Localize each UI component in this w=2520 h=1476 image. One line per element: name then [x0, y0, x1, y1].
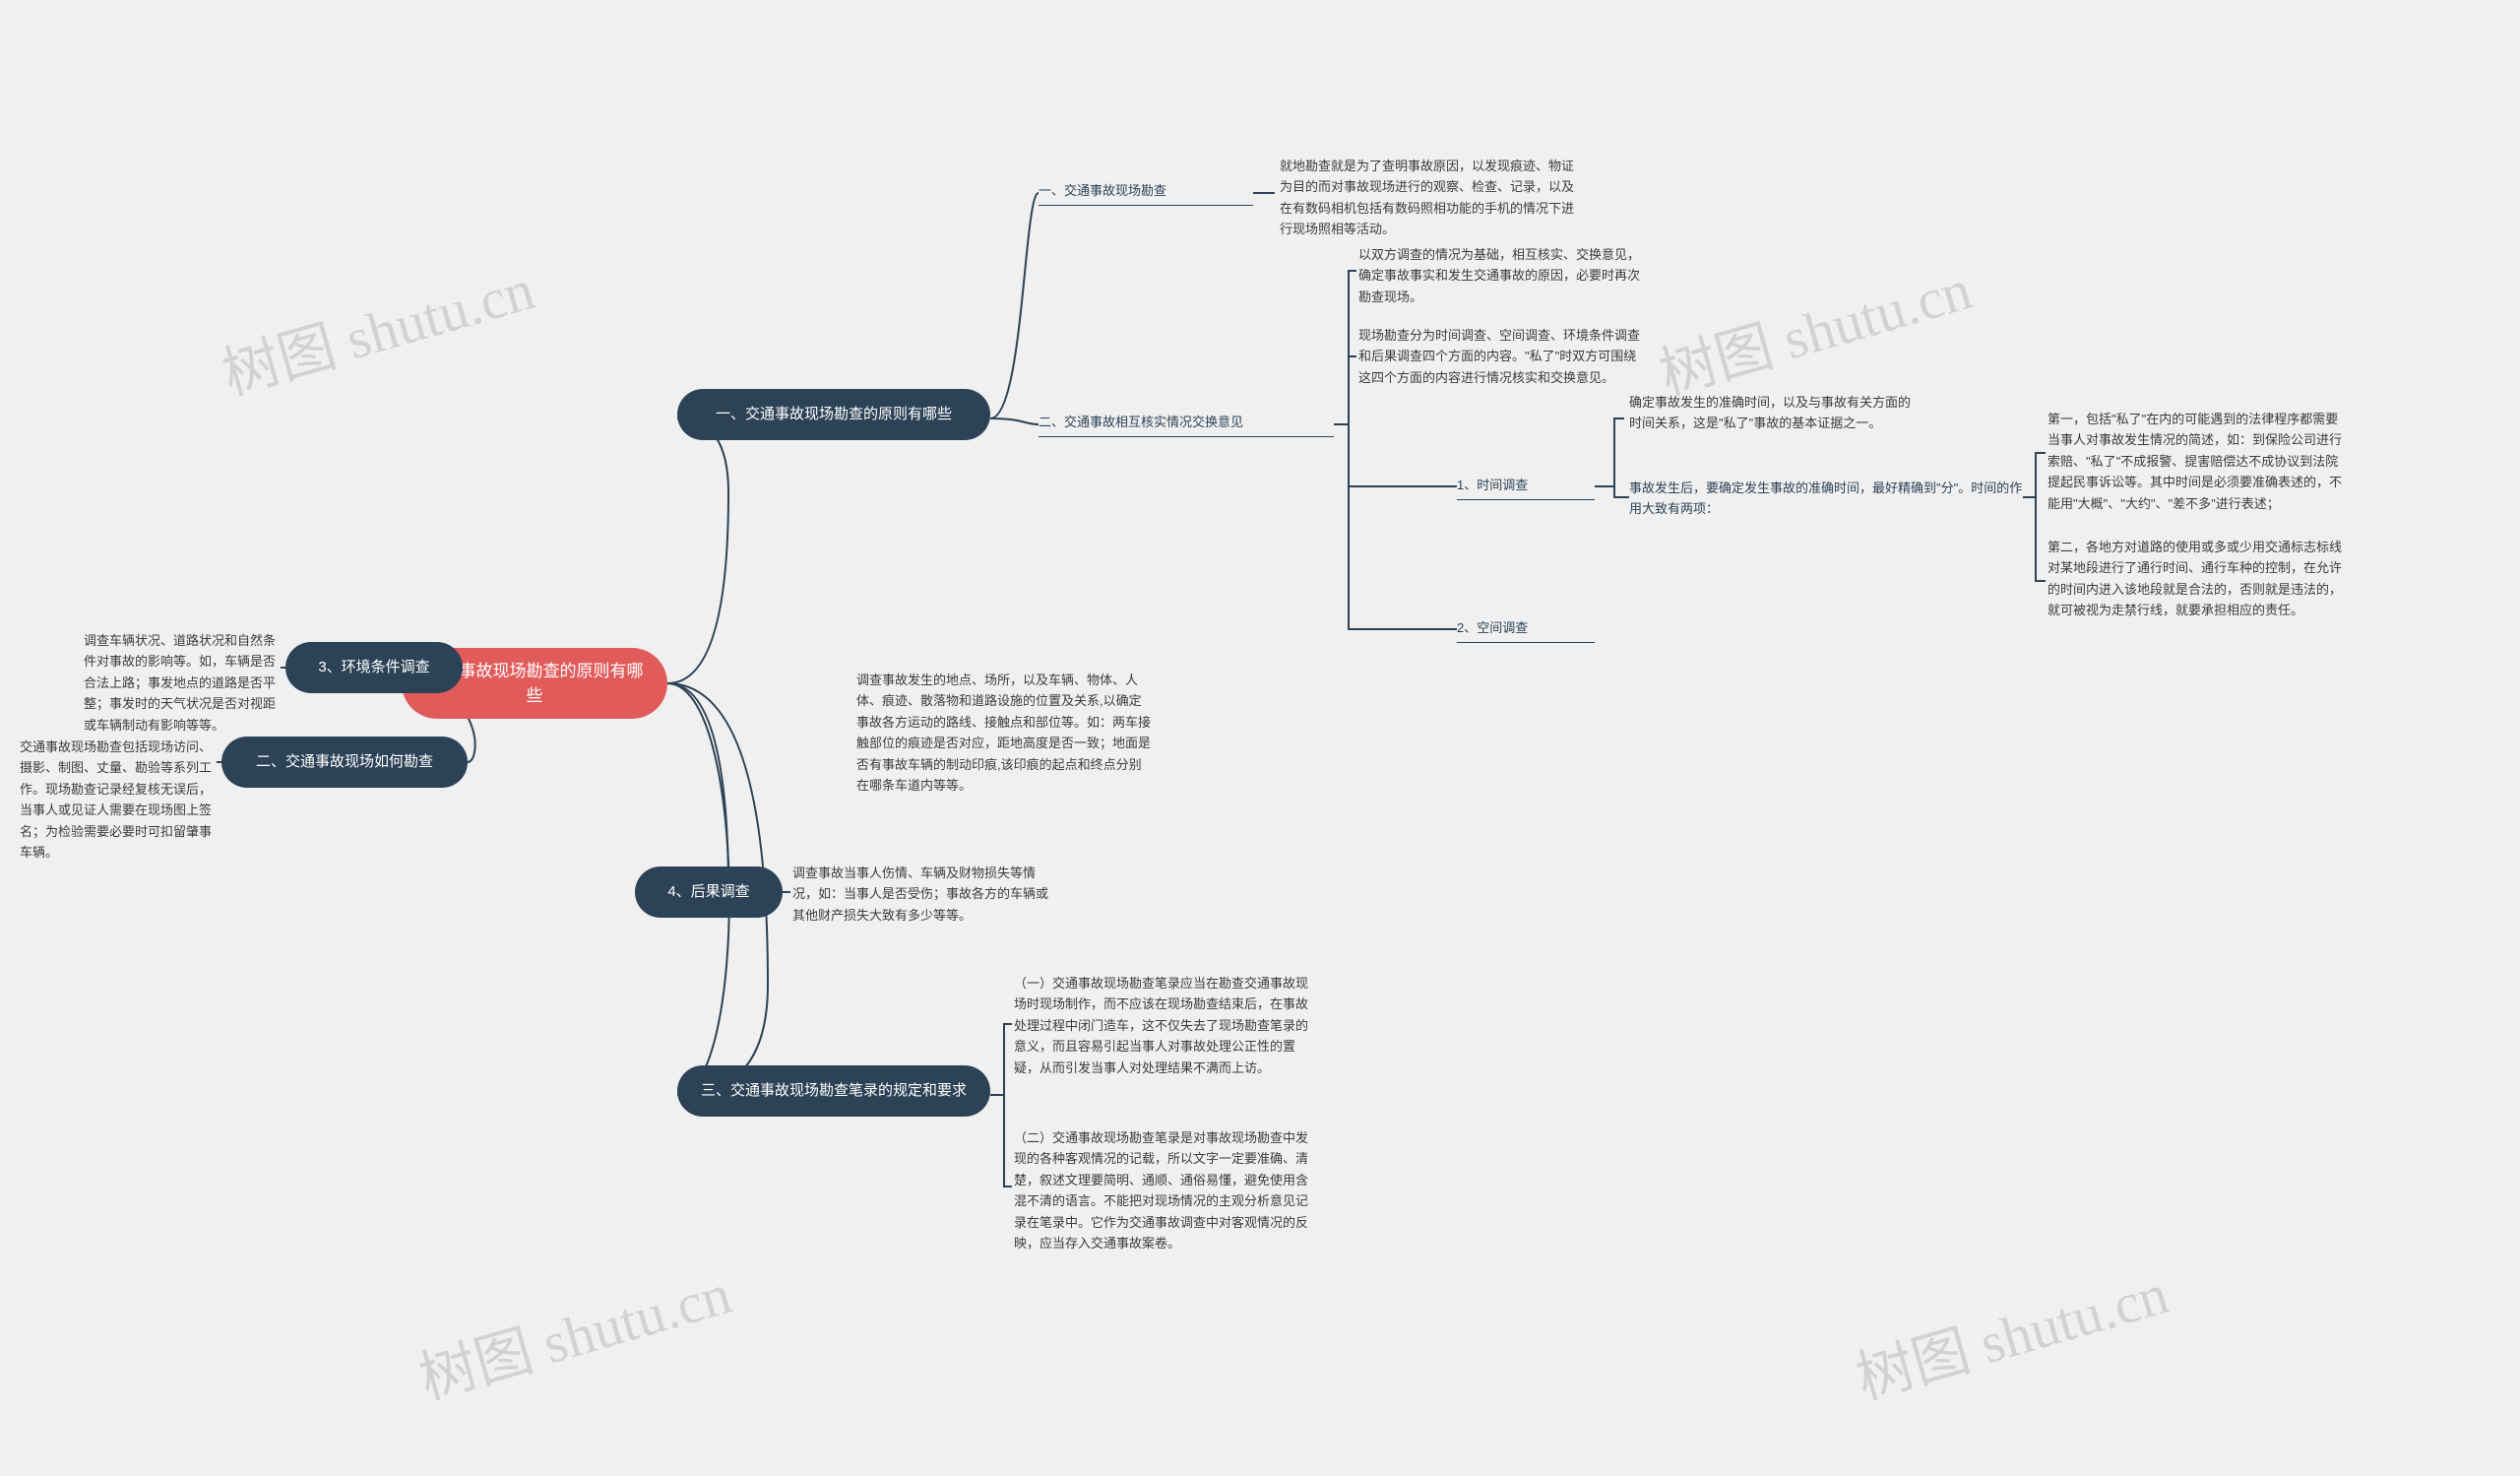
leaf-c4: 调查事故发生的地点、场所，以及车辆、物体、人体、痕迹、散落物和道路设施的位置及关…: [856, 670, 1152, 797]
leaf-c1: 就地勘查就是为了查明事故原因，以发现痕迹、物证为目的而对事故现场进行的观察、检查…: [1280, 156, 1575, 240]
branch-1: 一、交通事故现场勘查的原则有哪些: [677, 389, 990, 440]
sub-c2-label: 二、交通事故相互核实情况交换意见: [1039, 415, 1243, 429]
sub-c1: 一、交通事故现场勘查: [1039, 180, 1253, 206]
branch-consequence: 4、后果调查: [635, 866, 783, 918]
watermark-text: 树图 shutu.cn: [1850, 1261, 2175, 1411]
branch-3-label: 3、环境条件调查: [318, 657, 429, 679]
leaf-b5b: （二）交通事故现场勘查笔录是对事故现场勘查中发现的各种客观情况的记载，所以文字一…: [1014, 1127, 1309, 1254]
leaf-c3a-text: 确定事故发生的准确时间，以及与事故有关方面的时间关系，这是"私了"事故的基本证据…: [1629, 395, 1911, 430]
leaf-b4: 调查事故当事人伤情、车辆及财物损失等情况，如：当事人是否受伤；事故各方的车辆或其…: [792, 863, 1048, 926]
leaf-b4-text: 调查事故当事人伤情、车辆及财物损失等情况，如：当事人是否受伤；事故各方的车辆或其…: [792, 866, 1048, 923]
sub-c2: 二、交通事故相互核实情况交换意见: [1039, 412, 1334, 437]
branch-2-label: 二、交通事故现场如何勘查: [256, 751, 433, 774]
leaf-b5a: （一）交通事故现场勘查笔录应当在勘查交通事故现场时现场制作，而不应该在现场勘查结…: [1014, 973, 1309, 1078]
leaf-c2a-text: 以双方调查的情况为基础，相互核实、交换意见，确定事故事实和发生交通事故的原因，必…: [1358, 247, 1640, 304]
leaf-b3: 调查车辆状况、道路状况和自然条件对事故的影响等。如，车辆是否合法上路；事发地点的…: [84, 630, 281, 736]
leaf-b3-text: 调查车辆状况、道路状况和自然条件对事故的影响等。如，车辆是否合法上路；事发地点的…: [84, 633, 276, 733]
leaf-c2b: 现场勘查分为时间调查、空间调查、环境条件调查和后果调查四个方面的内容。"私了"时…: [1358, 325, 1644, 388]
leaf-b2-text: 交通事故现场勘查包括现场访问、摄影、制图、丈量、勘验等系列工作。现场勘查记录经复…: [20, 739, 212, 860]
branch-record-requirements: 三、交通事故现场勘查笔录的规定和要求: [677, 1065, 990, 1117]
leaf-b5b-text: （二）交通事故现场勘查笔录是对事故现场勘查中发现的各种客观情况的记载，所以文字一…: [1014, 1130, 1308, 1251]
branch-1-label: 一、交通事故现场勘查的原则有哪些: [716, 404, 952, 426]
watermark: 树图 shutu.cn: [1846, 1248, 2176, 1415]
leaf-c5a: 第一，包括"私了"在内的可能遇到的法律程序都需要当事人对事故发生情况的简述，如：…: [2048, 409, 2343, 514]
watermark: 树图 shutu.cn: [1649, 243, 1980, 411]
branch-how-investigate: 二、交通事故现场如何勘查: [221, 737, 468, 788]
sub-c3-label: 1、时间调查: [1457, 478, 1528, 492]
watermark-text: 树图 shutu.cn: [1653, 257, 1979, 407]
leaf-c2a: 以双方调查的情况为基础，相互核实、交换意见，确定事故事实和发生交通事故的原因，必…: [1358, 244, 1644, 307]
sub-c4: 2、空间调查: [1457, 617, 1595, 643]
leaf-b2: 交通事故现场勘查包括现场访问、摄影、制图、丈量、勘验等系列工作。现场勘查记录经复…: [20, 737, 217, 864]
watermark-text: 树图 shutu.cn: [412, 1261, 738, 1411]
branch-4-label: 4、后果调查: [667, 881, 749, 904]
leaf-c5b: 第二，各地方对道路的使用或多或少用交通标志标线对某地段进行了通行时间、通行车种的…: [2048, 537, 2343, 621]
leaf-c5b-text: 第二，各地方对道路的使用或多或少用交通标志标线对某地段进行了通行时间、通行车种的…: [2048, 540, 2342, 617]
sub-c5-label: 事故发生后，要确定发生事故的准确时间，最好精确到"分"。时间的作用大致有两项：: [1629, 481, 2022, 516]
watermark: 树图 shutu.cn: [212, 243, 542, 411]
leaf-b5a-text: （一）交通事故现场勘查笔录应当在勘查交通事故现场时现场制作，而不应该在现场勘查结…: [1014, 976, 1308, 1075]
leaf-c1-text: 就地勘查就是为了查明事故原因，以发现痕迹、物证为目的而对事故现场进行的观察、检查…: [1280, 159, 1574, 236]
leaf-c4-text: 调查事故发生的地点、场所，以及车辆、物体、人体、痕迹、散落物和道路设施的位置及关…: [856, 673, 1151, 793]
leaf-c2b-text: 现场勘查分为时间调查、空间调查、环境条件调查和后果调查四个方面的内容。"私了"时…: [1358, 328, 1640, 385]
sub-c3: 1、时间调查: [1457, 475, 1595, 500]
sub-c5: 事故发生后，要确定发生事故的准确时间，最好精确到"分"。时间的作用大致有两项：: [1629, 478, 2023, 520]
sub-c4-label: 2、空间调查: [1457, 620, 1528, 635]
watermark-text: 树图 shutu.cn: [216, 257, 541, 407]
watermark: 树图 shutu.cn: [409, 1248, 739, 1415]
branch-5-label: 三、交通事故现场勘查笔录的规定和要求: [701, 1080, 967, 1103]
leaf-c5a-text: 第一，包括"私了"在内的可能遇到的法律程序都需要当事人对事故发生情况的简述，如：…: [2048, 412, 2342, 511]
leaf-c3a: 确定事故发生的准确时间，以及与事故有关方面的时间关系，这是"私了"事故的基本证据…: [1629, 392, 1915, 434]
branch-env: 3、环境条件调查: [285, 642, 463, 693]
sub-c1-label: 一、交通事故现场勘查: [1039, 183, 1166, 198]
